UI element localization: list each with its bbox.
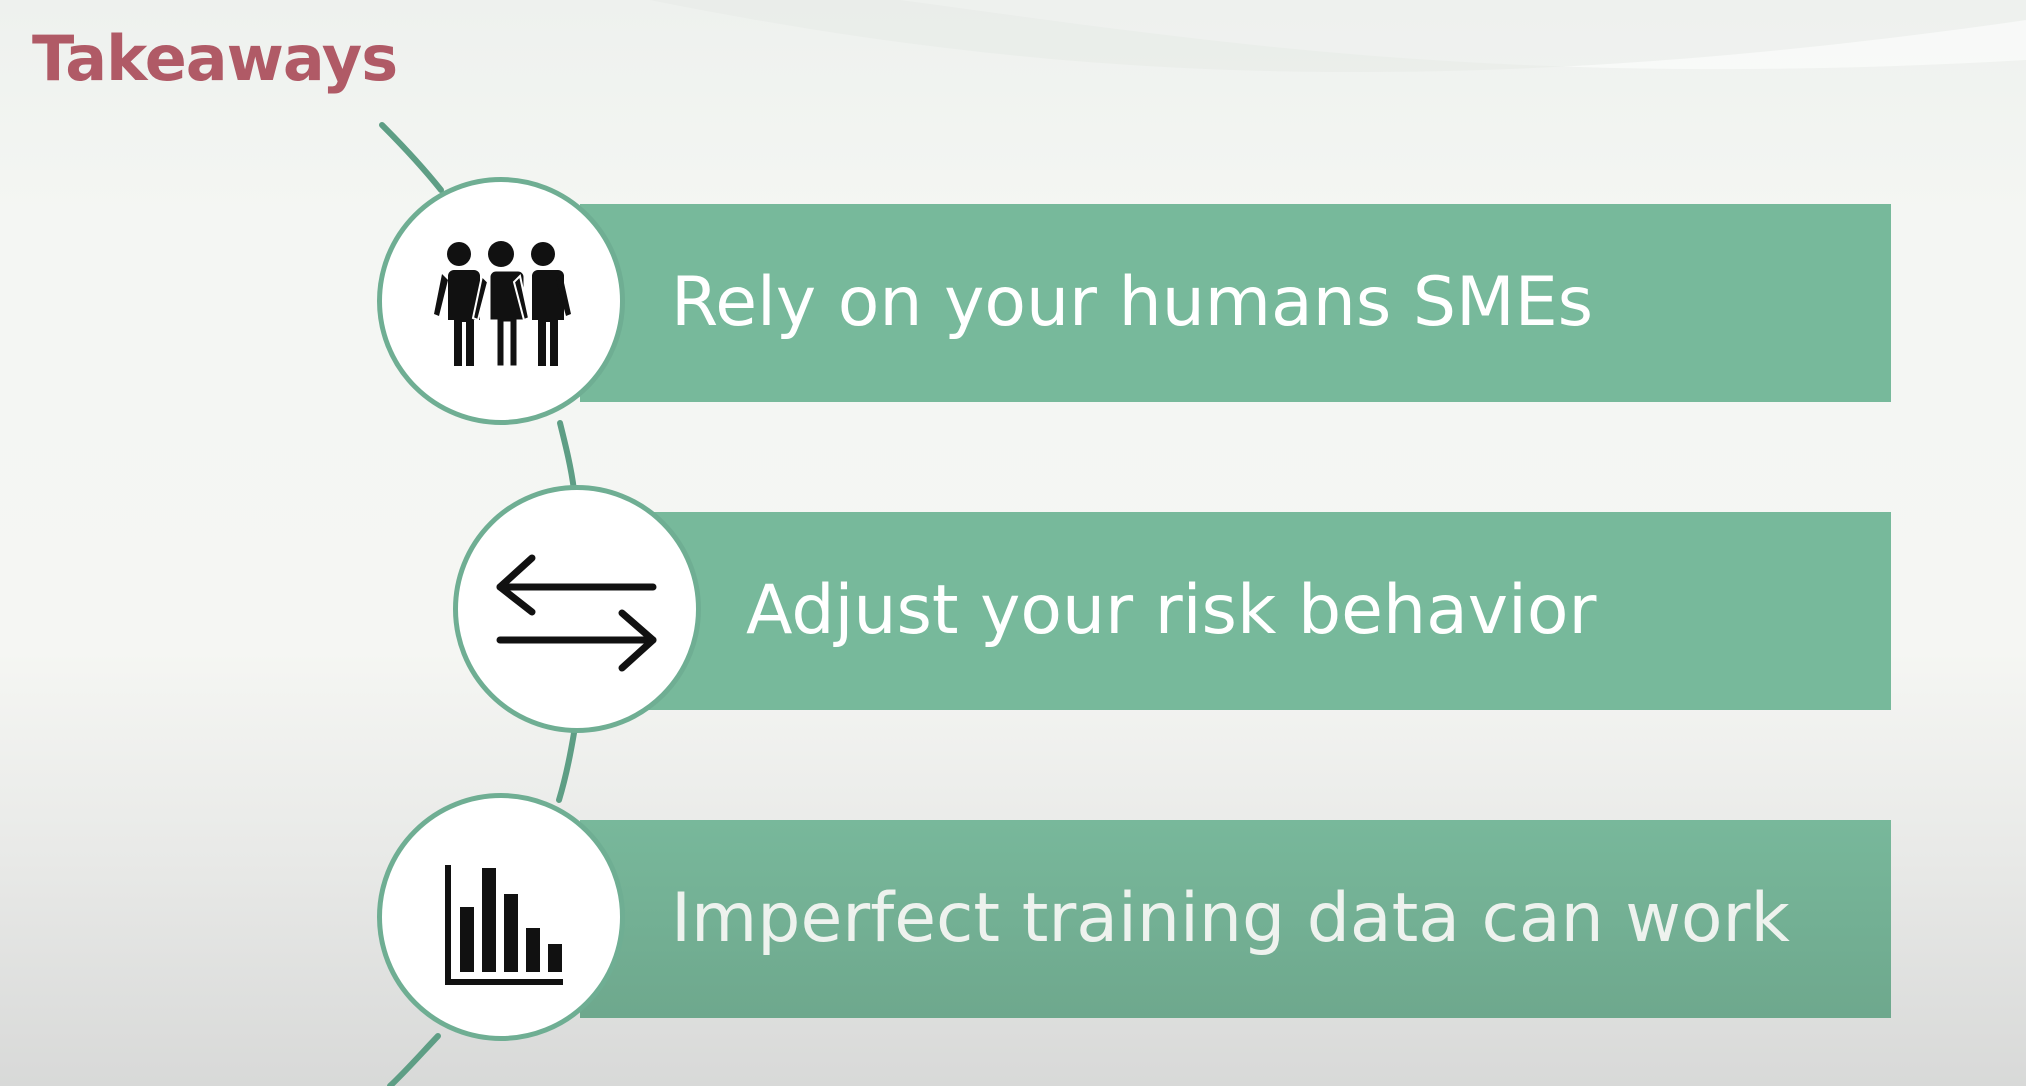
icon-circle-2 — [453, 485, 701, 733]
takeaway-banner-3: Imperfect training data can work — [580, 820, 1891, 1018]
icon-circle-1 — [377, 177, 625, 425]
takeaway-label-3: Imperfect training data can work — [671, 879, 1790, 958]
bar-chart-icon — [445, 865, 563, 985]
takeaway-label-1: Rely on your humans SMEs — [671, 263, 1594, 342]
swap-arrows-icon — [496, 554, 657, 672]
slide-title: Takeaways — [32, 22, 398, 95]
takeaway-banner-2: Adjust your risk behavior — [580, 512, 1891, 710]
people-group-icon — [434, 241, 571, 369]
takeaway-label-2: Adjust your risk behavior — [746, 571, 1597, 650]
icon-circle-3 — [377, 793, 625, 1041]
takeaway-banner-1: Rely on your humans SMEs — [580, 204, 1891, 402]
